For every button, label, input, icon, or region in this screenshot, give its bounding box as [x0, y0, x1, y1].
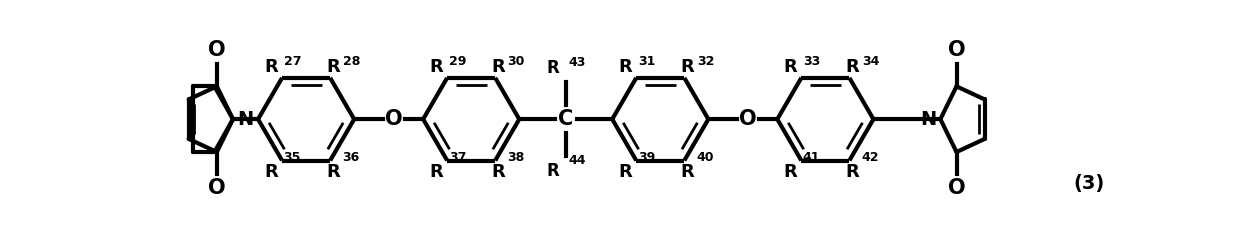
- Text: N: N: [920, 110, 936, 129]
- Text: R: R: [264, 163, 278, 181]
- Text: 27: 27: [284, 55, 301, 68]
- Text: 36: 36: [342, 151, 360, 164]
- Text: 41: 41: [804, 151, 821, 164]
- Text: R: R: [491, 58, 505, 76]
- Text: 34: 34: [862, 55, 879, 68]
- Text: 44: 44: [569, 154, 587, 167]
- Text: 37: 37: [449, 151, 466, 164]
- Text: 40: 40: [697, 151, 714, 164]
- Text: 39: 39: [637, 151, 655, 164]
- Text: O: O: [947, 178, 965, 198]
- Text: 38: 38: [507, 151, 525, 164]
- Text: N: N: [237, 110, 253, 129]
- Text: O: O: [208, 41, 226, 60]
- Text: R: R: [547, 161, 559, 180]
- Text: O: O: [208, 178, 226, 198]
- Text: 29: 29: [449, 55, 466, 68]
- Text: 33: 33: [804, 55, 820, 68]
- Text: O: O: [384, 109, 403, 129]
- Text: R: R: [619, 58, 632, 76]
- Text: R: R: [784, 58, 797, 76]
- Text: 28: 28: [342, 55, 360, 68]
- Text: R: R: [681, 163, 694, 181]
- Text: R: R: [681, 58, 694, 76]
- Text: 43: 43: [569, 56, 587, 69]
- Text: R: R: [547, 59, 559, 77]
- Text: 30: 30: [507, 55, 525, 68]
- Text: 42: 42: [862, 151, 879, 164]
- Text: R: R: [264, 58, 278, 76]
- Text: R: R: [619, 163, 632, 181]
- Text: R: R: [846, 163, 859, 181]
- Text: R: R: [846, 58, 859, 76]
- Text: 31: 31: [637, 55, 655, 68]
- Text: 32: 32: [697, 55, 714, 68]
- Text: R: R: [326, 58, 340, 76]
- Text: O: O: [739, 109, 756, 129]
- Text: R: R: [326, 163, 340, 181]
- Text: R: R: [491, 163, 505, 181]
- Text: (3): (3): [1073, 174, 1105, 193]
- Text: R: R: [429, 163, 444, 181]
- Text: 35: 35: [284, 151, 301, 164]
- Text: R: R: [429, 58, 444, 76]
- Text: O: O: [947, 41, 965, 60]
- Text: C: C: [558, 109, 573, 129]
- Text: R: R: [784, 163, 797, 181]
